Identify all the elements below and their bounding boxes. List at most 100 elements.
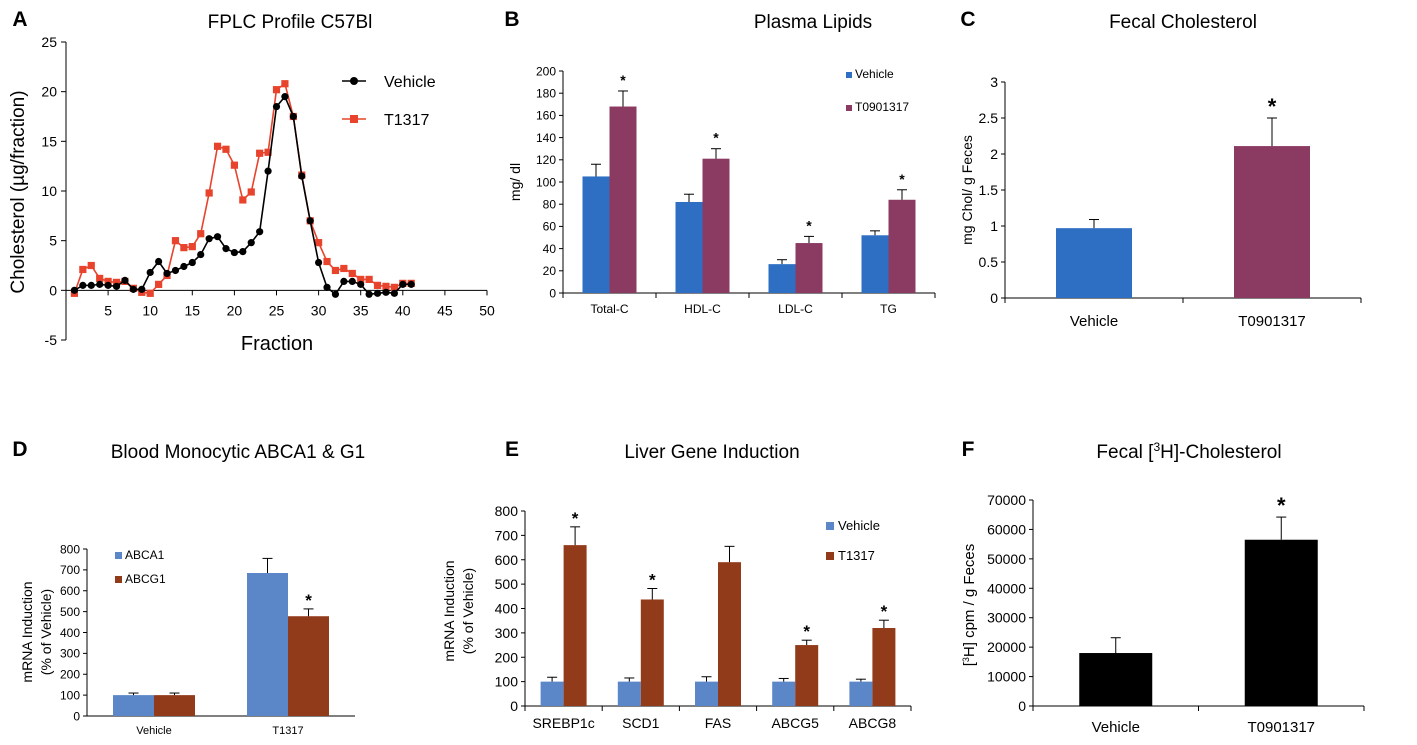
a-point-t1317 (357, 275, 365, 284)
a-point-t1317 (315, 239, 323, 247)
e-bar (563, 545, 587, 706)
a-point-vehicle (163, 269, 171, 278)
e-y-label-line2: (% of Vehicle) (460, 568, 476, 654)
a-point-t1317 (197, 230, 205, 238)
a-point-t1317 (247, 188, 255, 196)
f-ytick-label: 50000 (987, 551, 1026, 567)
a-point-t1317 (87, 261, 95, 270)
f-title: Fecal [3H]-Cholesterol (1096, 440, 1281, 463)
a-point-vehicle (306, 217, 314, 225)
e-significance-star: * (572, 509, 579, 528)
panel-letter-d: D (12, 438, 27, 461)
f-y-label: [3H] cpm / g Feces (961, 544, 978, 667)
e-y-label-line1: mRNA Induction (441, 560, 457, 661)
e-bar (772, 681, 796, 706)
d-ytick-label: 600 (60, 584, 80, 598)
a-point-vehicle (121, 276, 129, 284)
a-point-t1317 (382, 282, 390, 290)
e-bar (849, 681, 873, 706)
f-ytick-label: 10000 (987, 669, 1026, 685)
f-category-label: Vehicle (1092, 719, 1140, 736)
a-point-t1317 (180, 244, 188, 252)
b-ytick-label: 60 (543, 220, 557, 234)
a-point-vehicle (281, 93, 289, 101)
a-point-t1317 (281, 80, 289, 88)
c-bar (1056, 228, 1132, 298)
c-ytick-label: 1.5 (979, 182, 999, 198)
e-ytick-label: 500 (495, 576, 519, 592)
d-ytick-label: 700 (60, 563, 80, 577)
b-bar (795, 243, 823, 293)
e-legend-label: T1317 (838, 548, 875, 563)
a-point-t1317 (373, 281, 382, 289)
c-category-label: T0901317 (1238, 313, 1306, 330)
c-ytick-label: 2.5 (979, 110, 999, 126)
b-legend-label: T0901317 (855, 100, 909, 114)
a-point-vehicle (272, 102, 281, 111)
a-xtick-label: 45 (437, 302, 453, 318)
f-title-sup: 3 (1153, 440, 1160, 454)
d-y-label-line2: (% of Vehicle) (38, 589, 54, 675)
a-y-label: Cholesterol (µg/fraction) (8, 90, 29, 293)
a-point-vehicle (399, 280, 407, 288)
a-ytick-label: 0 (49, 282, 57, 298)
a-point-vehicle (180, 262, 188, 271)
d-ytick-label: 200 (60, 668, 80, 682)
d-ytick-label: 500 (60, 605, 80, 619)
panel-letter-a: A (12, 8, 27, 31)
e-ytick-label: 300 (495, 625, 519, 641)
e-category-label: FAS (705, 715, 731, 731)
b-ytick-label: 120 (536, 153, 556, 167)
d-category-label: Vehicle (136, 725, 171, 737)
a-ytick-label: -5 (45, 332, 58, 348)
f-y-label-sup: 3 (961, 657, 971, 662)
a-point-t1317 (230, 161, 238, 169)
a-xtick-label: 20 (227, 302, 243, 318)
a-xtick-label: 25 (269, 302, 285, 318)
a-point-vehicle (70, 286, 79, 294)
a-point-vehicle (340, 277, 348, 285)
b-significance-star: * (899, 171, 905, 187)
e-bar (795, 645, 819, 706)
f-bar (1079, 653, 1153, 706)
e-bar (872, 628, 896, 706)
a-point-t1317 (104, 277, 112, 285)
c-title: Fecal Cholesterol (1109, 12, 1257, 33)
a-point-t1317 (213, 142, 222, 150)
a-point-vehicle (289, 112, 297, 121)
a-xtick-label: 15 (185, 302, 201, 318)
d-bar (288, 616, 329, 716)
d-bar (247, 573, 288, 716)
e-category-label: SREBP1c (532, 715, 594, 731)
d-bar (113, 695, 154, 716)
a-point-t1317 (264, 148, 272, 156)
a-legend-label: T1317 (384, 112, 429, 129)
a-point-t1317 (79, 265, 87, 274)
a-point-vehicle (323, 283, 331, 291)
a-ytick-label: 5 (49, 233, 57, 249)
b-bar (609, 106, 637, 294)
a-point-t1317 (155, 280, 163, 288)
a-xtick-label: 5 (104, 302, 112, 318)
f-ytick-label: 20000 (987, 639, 1026, 655)
a-point-vehicle (407, 280, 415, 288)
c-ytick-label: 1 (990, 218, 998, 234)
c-y-label: mg Chol/ g Feces (959, 135, 975, 245)
f-category-label: T0901317 (1247, 719, 1315, 736)
a-point-t1317 (112, 278, 121, 286)
a-point-vehicle (205, 235, 213, 243)
b-significance-star: * (713, 130, 719, 146)
d-legend-swatch (115, 576, 122, 583)
b-legend-swatch (846, 105, 852, 111)
a-series-line-vehicle (74, 95, 412, 296)
b-bar (888, 199, 916, 293)
c-ytick-label: 0 (990, 290, 998, 306)
a-point-vehicle (138, 285, 146, 293)
a-point-t1317 (256, 149, 264, 157)
a-point-t1317 (239, 196, 247, 204)
a-point-vehicle (197, 250, 205, 259)
e-bar (695, 681, 718, 706)
c-ytick-label: 3 (990, 74, 998, 90)
f-ytick-label: 40000 (987, 580, 1026, 596)
f-ytick-label: 60000 (987, 521, 1026, 537)
